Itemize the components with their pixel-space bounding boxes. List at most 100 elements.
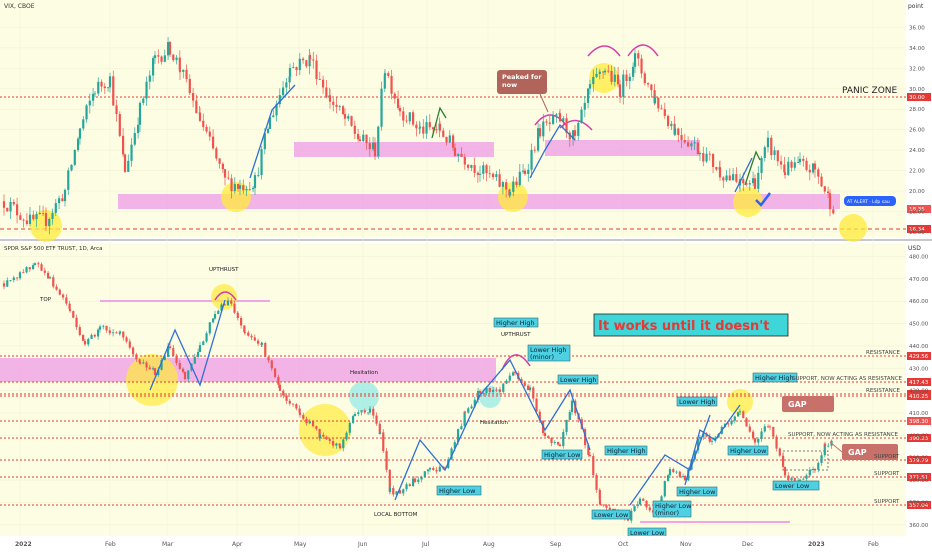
time-label: Apr (232, 541, 243, 548)
candle (598, 499, 602, 505)
time-axis[interactable] (0, 536, 906, 550)
candle (288, 400, 291, 404)
candle (562, 432, 565, 447)
candle (338, 445, 342, 449)
candle (763, 147, 766, 158)
teal-label-box (591, 509, 631, 520)
candle (653, 90, 656, 104)
candle (332, 101, 335, 105)
candle (112, 76, 115, 106)
candle (678, 471, 681, 477)
level-price: 390.23 (909, 436, 929, 442)
candle (41, 213, 45, 214)
candle (813, 163, 817, 170)
alert-button[interactable] (844, 196, 896, 206)
level-label: SUPPORT, NOW ACTING AS RESISTANCE (788, 432, 899, 438)
candle (248, 189, 251, 190)
candle (826, 191, 830, 194)
time-label: 2023 (808, 541, 825, 548)
candle (67, 170, 70, 190)
candle (527, 169, 530, 174)
candle (648, 507, 651, 511)
label-lower_high_2: Lower High (679, 398, 715, 406)
time-label: Nov (680, 541, 692, 548)
candle (98, 326, 102, 330)
candle (125, 337, 128, 342)
candle (613, 74, 616, 82)
spy-tick: 460.00 (909, 299, 929, 305)
alert-price: 16.34 (909, 227, 925, 233)
candle (175, 355, 178, 363)
candle (178, 57, 181, 71)
candle (708, 436, 711, 442)
candle (318, 434, 322, 439)
candle (347, 116, 350, 119)
vix-candles (2, 37, 835, 235)
candle (820, 455, 823, 463)
candle (388, 469, 391, 492)
candle (393, 93, 396, 99)
candle (6, 207, 9, 212)
price-axis[interactable] (906, 0, 932, 550)
candle (360, 410, 363, 413)
candle (558, 113, 562, 122)
candle (542, 121, 545, 137)
candle (757, 439, 760, 443)
spy-symbol: SPDR S&P 500 ETF TRUST, 1D, Arca (4, 246, 103, 252)
trend-line (249, 84, 296, 179)
trend-line (629, 414, 711, 506)
candle (779, 161, 783, 165)
candle (753, 178, 757, 189)
candle (202, 120, 205, 127)
candle (218, 158, 221, 164)
spy-tick: 360.00 (909, 523, 929, 529)
candle (573, 130, 577, 136)
candle (377, 126, 380, 157)
candle (538, 128, 542, 137)
spy-tick: 400.00 (909, 433, 929, 439)
candle (725, 175, 728, 181)
panic-price: 30.00 (909, 95, 925, 101)
candle (628, 76, 631, 82)
candle (730, 420, 733, 425)
candle (356, 133, 360, 140)
candle (103, 86, 106, 89)
candle (715, 167, 718, 170)
candle (666, 475, 670, 482)
candle (696, 438, 700, 451)
candle (353, 414, 357, 417)
candle (783, 172, 787, 175)
candle (221, 163, 224, 170)
candle (773, 150, 776, 156)
label-higher_high_3: Higher High (755, 374, 794, 382)
candle (172, 54, 175, 61)
candle (312, 59, 315, 61)
candle (178, 362, 181, 369)
label-lower_low_1: Lower Low (594, 511, 629, 519)
candle (298, 412, 302, 416)
candle (478, 390, 482, 394)
candle (670, 123, 673, 127)
label-higher_high_2: Higher High (607, 447, 646, 455)
candle (405, 120, 408, 122)
candle (535, 398, 538, 412)
candle (82, 119, 85, 129)
candle (417, 479, 420, 482)
panic-zone-label: PANIC ZONE (842, 86, 898, 96)
candle (766, 137, 770, 148)
candle (151, 58, 155, 76)
candle (710, 440, 714, 442)
candle (805, 475, 808, 479)
level-price: 429.56 (909, 354, 929, 360)
candle (523, 382, 526, 386)
candle (12, 277, 15, 281)
candle (135, 354, 138, 360)
highlight-circle (299, 404, 351, 456)
candle (202, 341, 205, 346)
label-higher_high_1: Higher High (496, 319, 535, 327)
candle (351, 416, 355, 423)
candle (711, 154, 715, 168)
time-label: Dec (742, 541, 754, 548)
candle (530, 149, 533, 170)
